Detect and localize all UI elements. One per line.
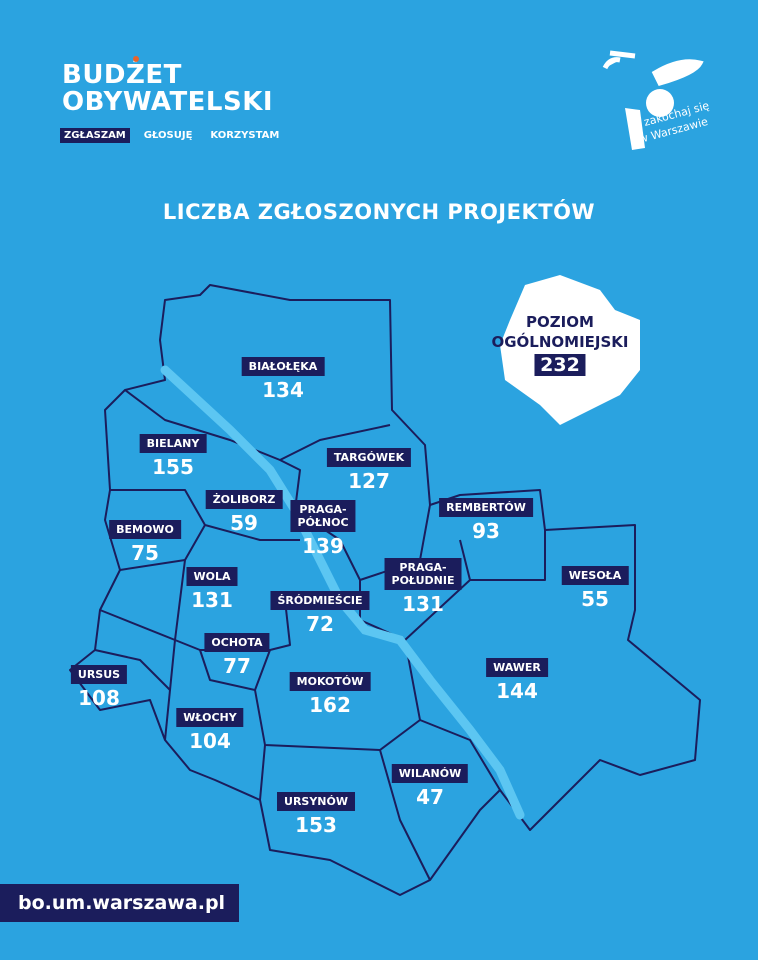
district-name: REMBERTÓW (439, 498, 533, 517)
district-value: 153 (295, 813, 337, 837)
tab-korzystam: KORZYSTAM (210, 130, 280, 141)
district-name: ŻOLIBORZ (205, 490, 283, 509)
district-name: ŚRÓDMIEŚCIE (270, 591, 370, 610)
district-value: 144 (496, 679, 538, 703)
district-name: MOKOTÓW (289, 672, 371, 691)
stage-tabs: ZGŁASZAM GŁOSUJĘ KORZYSTAM (60, 128, 283, 143)
district-name: WAWER (486, 658, 548, 677)
district-name: BEMOWO (109, 520, 181, 539)
district-name: PRAGA- PÓŁNOC (290, 500, 356, 532)
tab-zglaszam: ZGŁASZAM (60, 128, 130, 143)
district-value: 55 (581, 587, 609, 611)
district-value: 72 (306, 612, 334, 636)
district-name: PRAGA- POŁUDNIE (384, 558, 462, 590)
district-value: 47 (416, 785, 444, 809)
brand-line1: BUDŻET (62, 60, 182, 90)
district-label: URSUS 108 (70, 663, 128, 710)
district-label: WESOŁA 55 (561, 564, 629, 611)
district-label: ŚRÓDMIEŚCIE 72 (270, 589, 370, 636)
district-name: OCHOTA (204, 633, 270, 652)
district-label: WŁOCHY 104 (176, 706, 244, 753)
citywide-shape (500, 275, 640, 425)
district-value: 139 (302, 534, 344, 558)
district-label: WAWER 144 (486, 656, 548, 703)
district-value: 134 (262, 378, 304, 402)
district-value: 131 (402, 592, 444, 616)
district-label: PRAGA- PÓŁNOC 139 (290, 500, 356, 558)
district-label: ŻOLIBORZ 59 (205, 488, 283, 535)
district-name: URSYNÓW (277, 792, 355, 811)
citywide-line1: POZIOM (526, 313, 594, 331)
district-value: 131 (191, 588, 233, 612)
tab-glosuje: GŁOSUJĘ (143, 130, 193, 141)
district-name: WESOŁA (561, 566, 629, 585)
district-name: WILANÓW (391, 764, 469, 783)
district-label: WOLA 131 (186, 565, 238, 612)
zakochaj-logo: zakochaj się w Warszawie (602, 50, 711, 150)
district-label: BIAŁOŁĘKA 134 (241, 355, 325, 402)
website-url[interactable]: bo.um.warszawa.pl (0, 884, 240, 922)
district-label: BIELANY 155 (139, 432, 207, 479)
district-label: BEMOWO 75 (109, 518, 181, 565)
page-title: LICZBA ZGŁOSZONYCH PROJEKTÓW (162, 200, 596, 224)
district-value: 75 (131, 541, 159, 565)
district-label: WILANÓW 47 (391, 762, 469, 809)
citywide-value: 232 (534, 354, 586, 376)
district-label: URSYNÓW 153 (277, 790, 355, 837)
district-value: 77 (223, 654, 251, 678)
district-value: 162 (309, 693, 351, 717)
brand-logo: BUDŻET OBYWATELSKI (62, 56, 274, 117)
district-value: 108 (78, 686, 120, 710)
district-name: URSUS (70, 665, 128, 684)
district-label: REMBERTÓW 93 (439, 496, 533, 543)
district-value: 93 (472, 519, 500, 543)
vistula-river (160, 365, 525, 820)
district-name: BIAŁOŁĘKA (241, 357, 325, 376)
district-label: OCHOTA 77 (204, 631, 270, 678)
brand-line2: OBYWATELSKI (62, 87, 274, 117)
district-value: 127 (348, 469, 390, 493)
citywide-line2: OGÓLNOMIEJSKI (491, 333, 629, 351)
district-name: BIELANY (139, 434, 207, 453)
citywide-label: POZIOM OGÓLNOMIEJSKI 232 (491, 312, 629, 376)
district-label: MOKOTÓW 162 (289, 670, 371, 717)
district-value: 104 (189, 729, 231, 753)
district-value: 155 (152, 455, 194, 479)
accent-dot (133, 56, 139, 62)
district-name: WOLA (186, 567, 238, 586)
district-name: TARGÓWEK (326, 448, 412, 467)
district-label: TARGÓWEK 127 (326, 446, 412, 493)
district-name: WŁOCHY (176, 708, 244, 727)
district-label: PRAGA- POŁUDNIE 131 (384, 558, 462, 616)
district-value: 59 (230, 511, 258, 535)
